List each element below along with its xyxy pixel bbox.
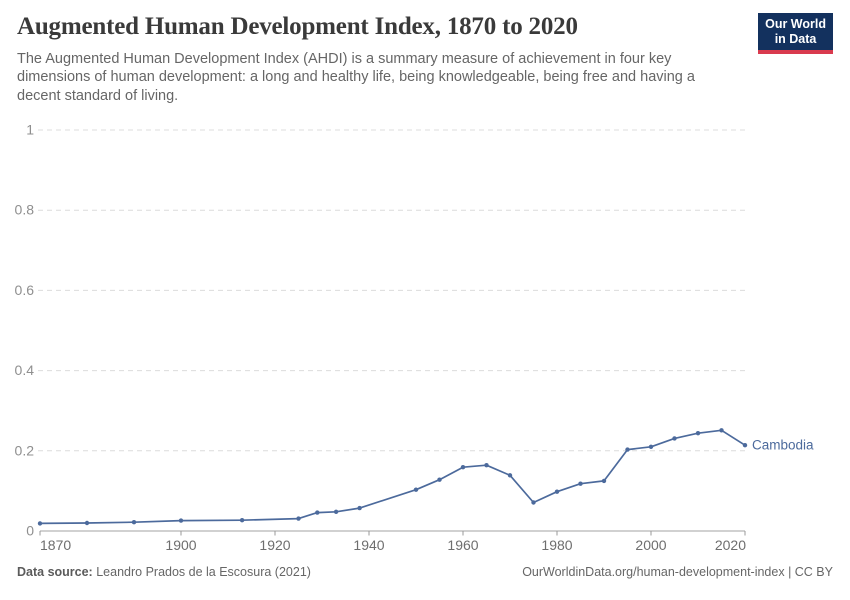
x-tick-label: 1870 — [40, 537, 71, 553]
data-point-marker[interactable] — [296, 516, 301, 521]
y-tick-label: 0 — [26, 523, 34, 539]
data-source-value: Leandro Prados de la Escosura (2021) — [96, 565, 311, 579]
data-point-marker[interactable] — [333, 509, 339, 514]
data-point-marker[interactable] — [531, 500, 536, 505]
chart-subtitle: The Augmented Human Development Index (A… — [17, 51, 695, 104]
y-tick-label: 0.6 — [15, 282, 35, 298]
chart-footer: Data source: Leandro Prados de la Escosu… — [17, 565, 833, 579]
data-source-label: Data source: — [17, 565, 93, 579]
data-point-marker[interactable] — [460, 465, 466, 470]
data-point-marker[interactable] — [37, 521, 43, 526]
x-tick-label: 1960 — [447, 537, 478, 553]
owid-logo-line1: Our World — [765, 17, 826, 31]
data-point-marker[interactable] — [131, 520, 137, 525]
x-tick-label: 2000 — [635, 537, 666, 553]
data-point-marker[interactable] — [578, 481, 583, 486]
x-tick-label: 1900 — [165, 537, 196, 553]
series-line[interactable] — [39, 429, 746, 525]
chart-title: Augmented Human Development Index, 1870 … — [17, 13, 578, 40]
data-point-marker[interactable] — [507, 473, 513, 478]
entity-label[interactable]: Cambodia — [752, 438, 814, 453]
data-point-marker[interactable] — [178, 518, 184, 523]
data-point-marker[interactable] — [625, 447, 630, 452]
data-point-marker[interactable] — [84, 520, 90, 526]
chart-header: Augmented Human Development Index, 1870 … — [17, 12, 769, 105]
owid-logo[interactable]: Our World in Data — [758, 13, 833, 54]
data-point-marker[interactable] — [315, 510, 320, 515]
data-point-marker[interactable] — [437, 477, 442, 482]
data-point-marker[interactable] — [648, 444, 654, 449]
y-tick-label: 1 — [26, 122, 34, 138]
x-tick-label: 1920 — [259, 537, 290, 553]
x-tick-label: 2020 — [715, 537, 746, 553]
data-point-marker[interactable] — [672, 436, 677, 441]
data-point-marker[interactable] — [695, 431, 701, 436]
x-tick-label: 1940 — [353, 537, 384, 553]
y-tick-label: 0.8 — [15, 202, 35, 218]
data-point-marker[interactable] — [554, 489, 560, 494]
x-tick-label: 1980 — [541, 537, 572, 553]
data-point-marker[interactable] — [601, 478, 607, 484]
data-source: Data source: Leandro Prados de la Escosu… — [17, 565, 311, 579]
y-tick-label: 0.4 — [15, 362, 35, 378]
data-point-marker[interactable] — [239, 518, 245, 523]
owid-logo-line2: in Data — [774, 32, 817, 46]
data-point-marker[interactable] — [357, 505, 362, 511]
y-tick-label: 0.2 — [15, 442, 35, 458]
data-point-marker[interactable] — [413, 487, 419, 492]
attribution-link[interactable]: OurWorldinData.org/human-development-ind… — [522, 565, 833, 579]
data-point-marker[interactable] — [484, 463, 489, 468]
data-point-marker[interactable] — [719, 428, 724, 433]
data-point-marker[interactable] — [742, 443, 748, 448]
